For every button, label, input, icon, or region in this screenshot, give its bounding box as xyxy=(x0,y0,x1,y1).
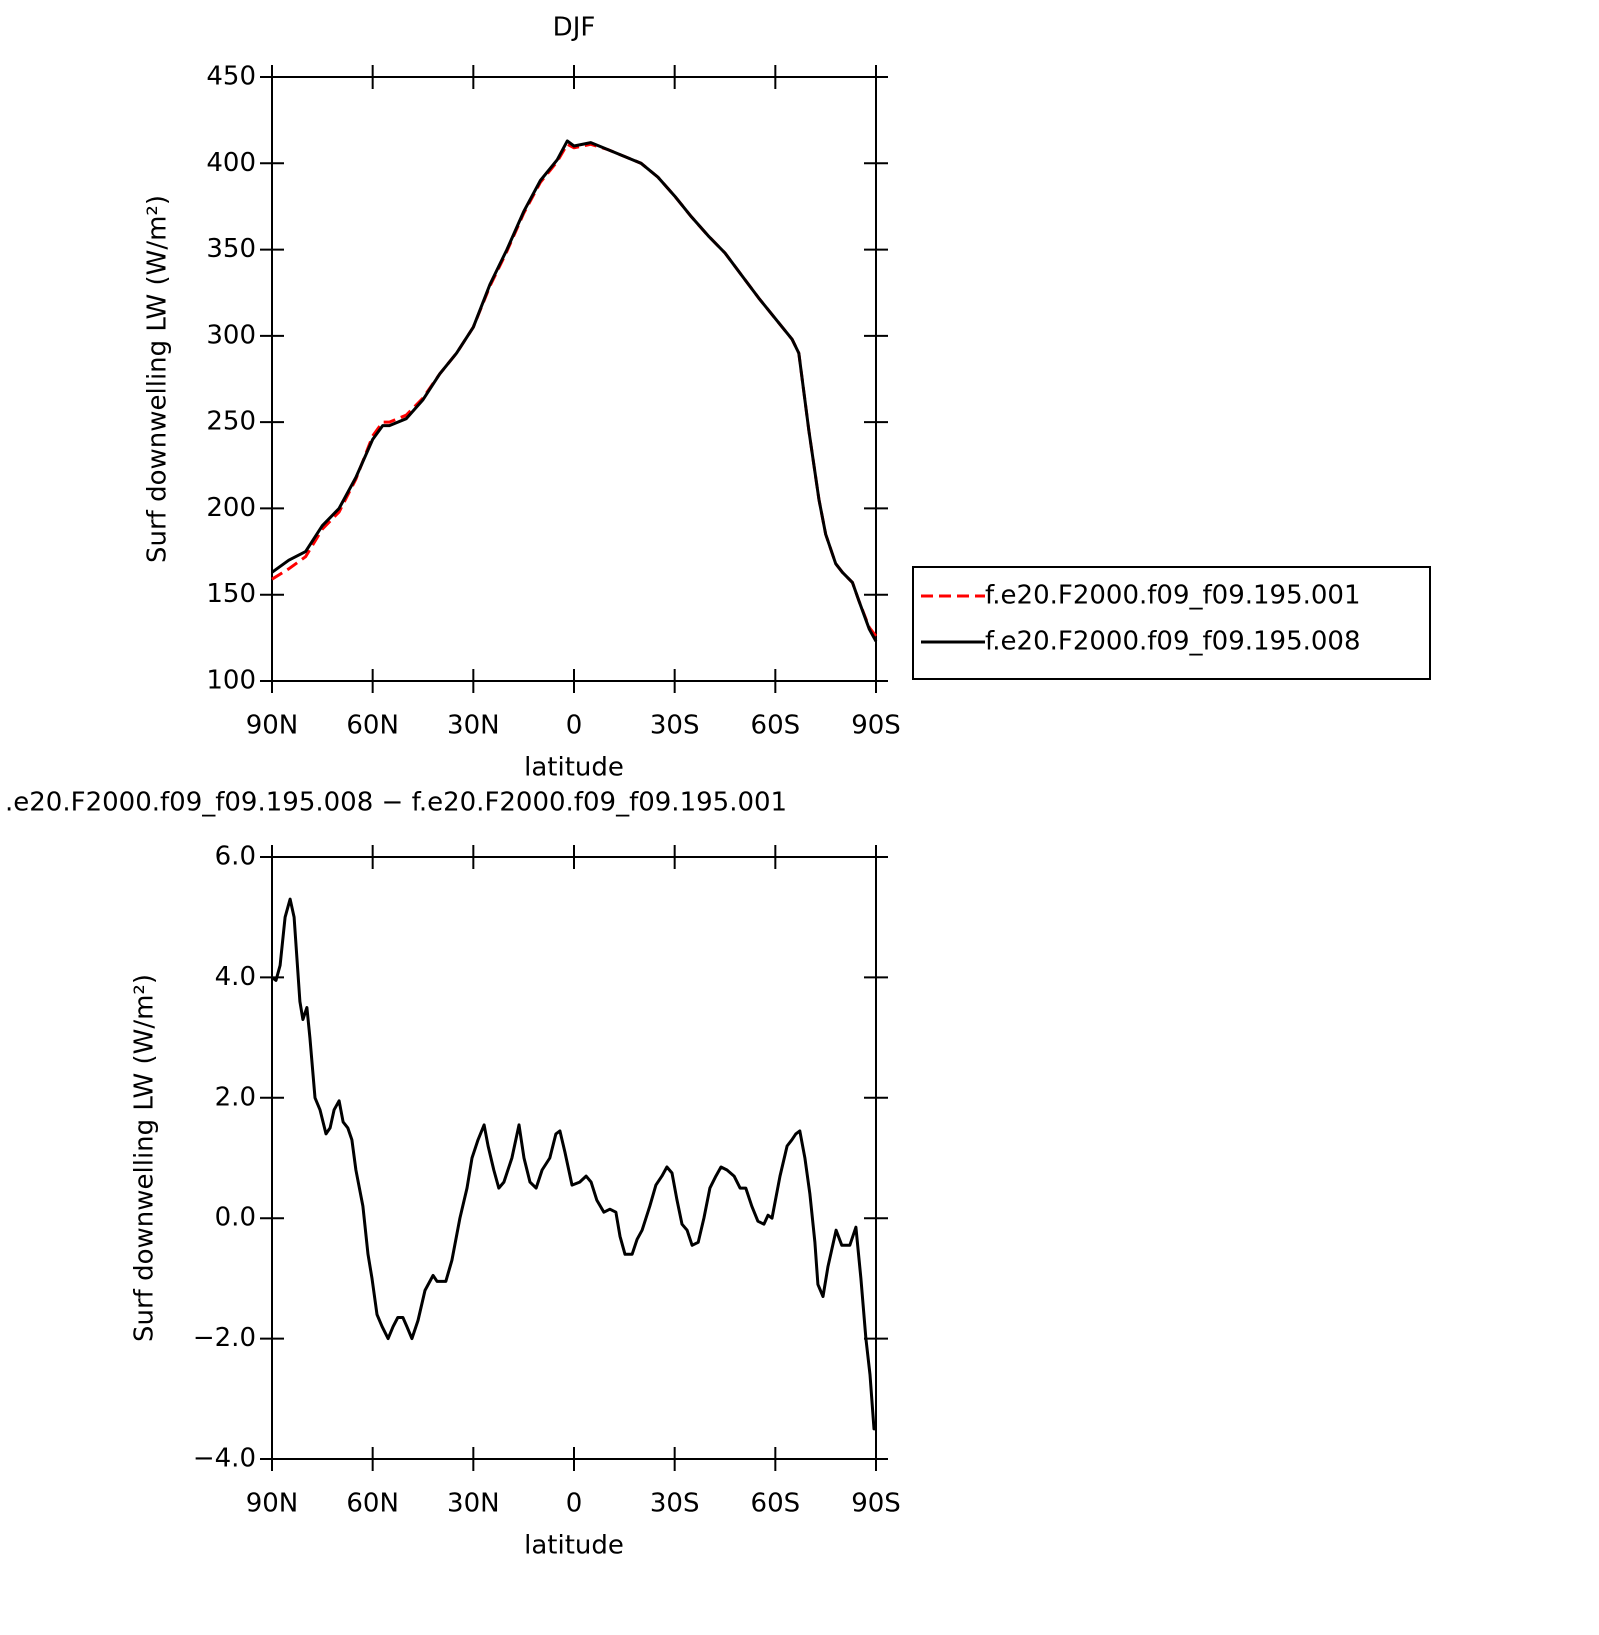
y-tick-label: 200 xyxy=(206,493,256,523)
x-tick-label: 0 xyxy=(566,1489,583,1519)
y-tick-label: 4.0 xyxy=(215,962,256,992)
x-tick-label: 90S xyxy=(851,711,901,741)
x-tick-label: 30N xyxy=(447,711,500,741)
y-tick-label: 6.0 xyxy=(215,842,256,872)
y-axis-label: Surf downwelling LW (W/m²) xyxy=(143,195,173,563)
y-axis-label: Surf downwelling LW (W/m²) xyxy=(130,974,160,1342)
y-tick-label: 300 xyxy=(206,320,256,350)
legend-label: f.e20.F2000.f09_f09.195.001 xyxy=(985,581,1361,611)
chart-title: .e20.F2000.f09_f09.195.008 − f.e20.F2000… xyxy=(5,788,787,818)
y-tick-label: 100 xyxy=(206,666,256,696)
x-tick-label: 90S xyxy=(851,1489,901,1519)
x-tick-label: 90N xyxy=(246,711,299,741)
x-tick-label: 0 xyxy=(566,711,583,741)
x-tick-label: 60S xyxy=(751,1489,801,1519)
y-tick-label: −4.0 xyxy=(193,1444,256,1474)
legend-label: f.e20.F2000.f09_f09.195.008 xyxy=(985,627,1361,657)
plot-frame xyxy=(271,76,877,682)
x-tick-label: 60N xyxy=(346,711,399,741)
y-tick-label: 2.0 xyxy=(215,1082,256,1112)
legend-box xyxy=(912,566,1431,680)
y-tick-label: 400 xyxy=(206,148,256,178)
data-line xyxy=(271,897,876,1431)
y-tick-label: 0.0 xyxy=(215,1203,256,1233)
y-tick-label: 450 xyxy=(206,62,256,92)
x-tick-label: 30S xyxy=(650,711,700,741)
chart-title: DJF xyxy=(553,13,596,43)
y-tick-label: −2.0 xyxy=(193,1323,256,1353)
y-tick-label: 350 xyxy=(206,234,256,264)
x-tick-label: 90N xyxy=(246,1489,299,1519)
x-tick-label: 30N xyxy=(447,1489,500,1519)
data-line xyxy=(271,142,878,638)
y-tick-label: 150 xyxy=(206,579,256,609)
x-axis-label: latitude xyxy=(524,1531,624,1561)
y-tick-label: 250 xyxy=(206,407,256,437)
data-line xyxy=(271,139,878,643)
x-tick-label: 60S xyxy=(751,711,801,741)
x-axis-label: latitude xyxy=(524,753,624,783)
x-tick-label: 60N xyxy=(346,1489,399,1519)
x-tick-label: 30S xyxy=(650,1489,700,1519)
